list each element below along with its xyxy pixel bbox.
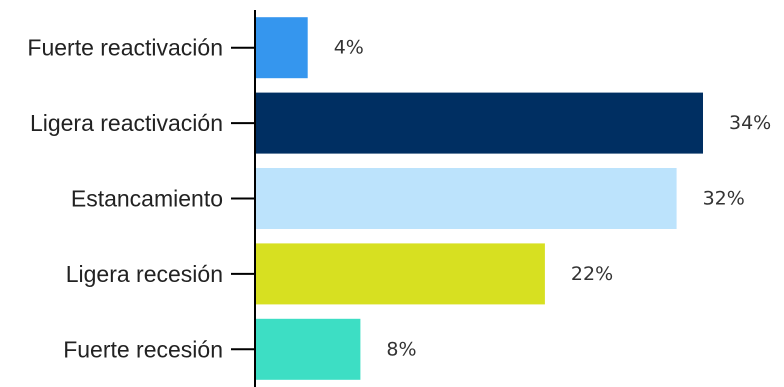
- category-label-4: Fuerte recesión: [63, 336, 223, 362]
- bars-group: [255, 17, 703, 380]
- bar-0: [255, 17, 308, 79]
- category-labels-group: Fuerte reactivación Ligera reactivación Es…: [27, 35, 223, 363]
- value-label-0: 4%: [334, 37, 364, 59]
- y-axis-ticks-group: [231, 46, 255, 351]
- category-label-3: Ligera recesión: [66, 261, 223, 287]
- category-label-2: Estancamiento: [71, 186, 223, 212]
- bar-2: [255, 168, 677, 229]
- value-labels-group: 4% 34% 32% 22% 8%: [334, 37, 772, 361]
- bar-4: [255, 318, 361, 380]
- value-label-3: 22%: [571, 263, 613, 285]
- value-label-1: 34%: [729, 112, 771, 134]
- category-label-1: Ligera reactivación: [30, 110, 223, 136]
- category-label-0: Fuerte reactivación: [27, 35, 223, 61]
- bar-3: [255, 243, 545, 305]
- value-label-2: 32%: [703, 188, 745, 210]
- bar-1: [255, 92, 703, 154]
- value-label-4: 8%: [386, 338, 416, 360]
